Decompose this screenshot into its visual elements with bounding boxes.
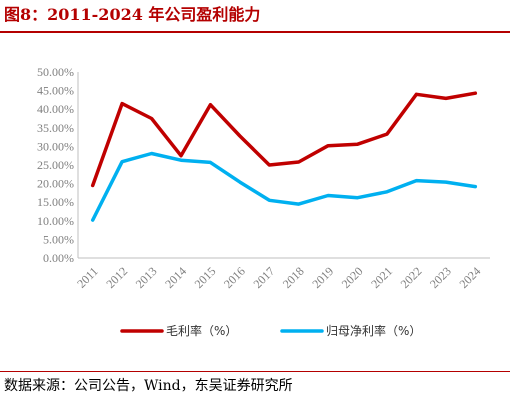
x-tick-label: 2012: [103, 264, 130, 291]
y-tick-label: 50.00%: [37, 65, 74, 79]
y-axis: 0.00% 5.00% 10.00% 15.00% 20.00% 25.00% 30.00%…: [37, 65, 79, 265]
x-tick-label: 2016: [221, 264, 248, 291]
y-tick-label: 45.00%: [37, 84, 74, 98]
source-divider: [0, 371, 510, 372]
series-line-1: [90, 91, 478, 188]
series-line-2: [90, 151, 478, 222]
y-tick-label: 40.00%: [37, 102, 74, 116]
y-tick-label: 25.00%: [37, 158, 74, 172]
y-tick-label: 5.00%: [43, 232, 74, 246]
x-tick-label: 2022: [398, 264, 425, 291]
x-tick-label: 2011: [74, 264, 101, 291]
legend-label-1: 毛利率（%）: [166, 323, 237, 338]
y-tick-label: 10.00%: [37, 214, 74, 228]
series-layer: [90, 91, 478, 222]
x-tick-label: 2019: [309, 264, 336, 291]
x-tick-label: 2013: [133, 264, 160, 291]
x-tick-label: 2024: [456, 264, 483, 291]
x-axis: 2011 2012 2013 2014 2015 2016 2017 2018 2019 2020…: [74, 257, 490, 291]
y-tick-label: 0.00%: [43, 251, 74, 265]
data-source-note: 数据来源：公司公告，Wind，东吴证券研究所: [4, 378, 293, 394]
x-tick-label: 2021: [368, 264, 395, 291]
legend-label-2: 归母净利率（%）: [326, 323, 421, 338]
x-tick-label: 2015: [192, 264, 219, 291]
y-tick-label: 30.00%: [37, 139, 74, 153]
profitability-line-chart: 0.00% 5.00% 10.00% 15.00% 20.00% 25.00% 30.00%…: [37, 65, 490, 338]
x-tick-label: 2020: [339, 264, 366, 291]
figure-title: 图8：2011-2024 年公司盈利能力: [4, 5, 261, 24]
y-tick-label: 35.00%: [37, 121, 74, 135]
title-divider: [0, 31, 510, 33]
y-tick-label: 15.00%: [37, 195, 74, 209]
y-tick-label: 20.00%: [37, 177, 74, 191]
x-tick-label: 2018: [280, 264, 307, 291]
x-tick-label: 2014: [162, 264, 189, 291]
x-tick-label: 2023: [427, 264, 454, 291]
legend: 毛利率（%） 归母净利率（%）: [120, 323, 421, 338]
x-tick-label: 2017: [250, 264, 277, 291]
